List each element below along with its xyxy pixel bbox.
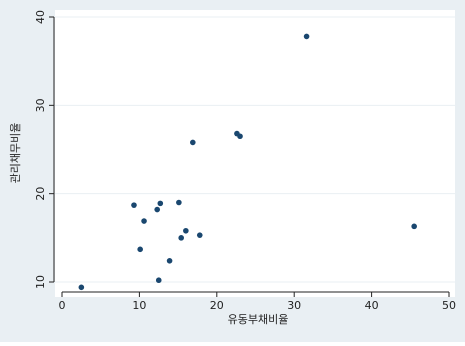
data-point xyxy=(183,227,189,234)
x-tick-label-0: 0 xyxy=(59,299,66,312)
data-point xyxy=(131,202,137,208)
data-point xyxy=(137,246,143,253)
data-point xyxy=(303,33,310,40)
data-point xyxy=(176,199,182,206)
plot-area xyxy=(55,10,455,297)
data-point xyxy=(196,232,203,238)
grid-lines xyxy=(55,16,455,283)
y-tick-label-20: 20 xyxy=(34,187,47,201)
data-point xyxy=(237,133,243,140)
x-tick-label-10: 10 xyxy=(132,299,146,312)
x-tick-label-20: 20 xyxy=(210,299,224,312)
y-tick-label-10: 10 xyxy=(34,275,47,289)
x-tick-label-50: 50 xyxy=(442,299,456,312)
data-point xyxy=(178,235,184,241)
data-points xyxy=(78,33,417,291)
data-point xyxy=(411,223,417,230)
data-point xyxy=(141,218,147,224)
axes: 0 10 20 30 40 50 10 20 30 40 xyxy=(34,10,456,312)
x-tick-label-30: 30 xyxy=(287,299,301,312)
x-tick-label-40: 40 xyxy=(365,299,379,312)
data-point xyxy=(154,206,161,213)
data-point xyxy=(157,200,164,207)
data-point xyxy=(166,258,173,264)
data-point xyxy=(190,139,196,146)
data-point xyxy=(155,277,162,284)
x-axis-label: 유동부채비율 xyxy=(228,313,289,326)
data-point xyxy=(78,284,85,291)
y-axis-label: 관리채무비율 xyxy=(9,123,22,184)
y-tick-label-30: 30 xyxy=(34,98,47,112)
y-tick-label-40: 40 xyxy=(34,10,47,24)
